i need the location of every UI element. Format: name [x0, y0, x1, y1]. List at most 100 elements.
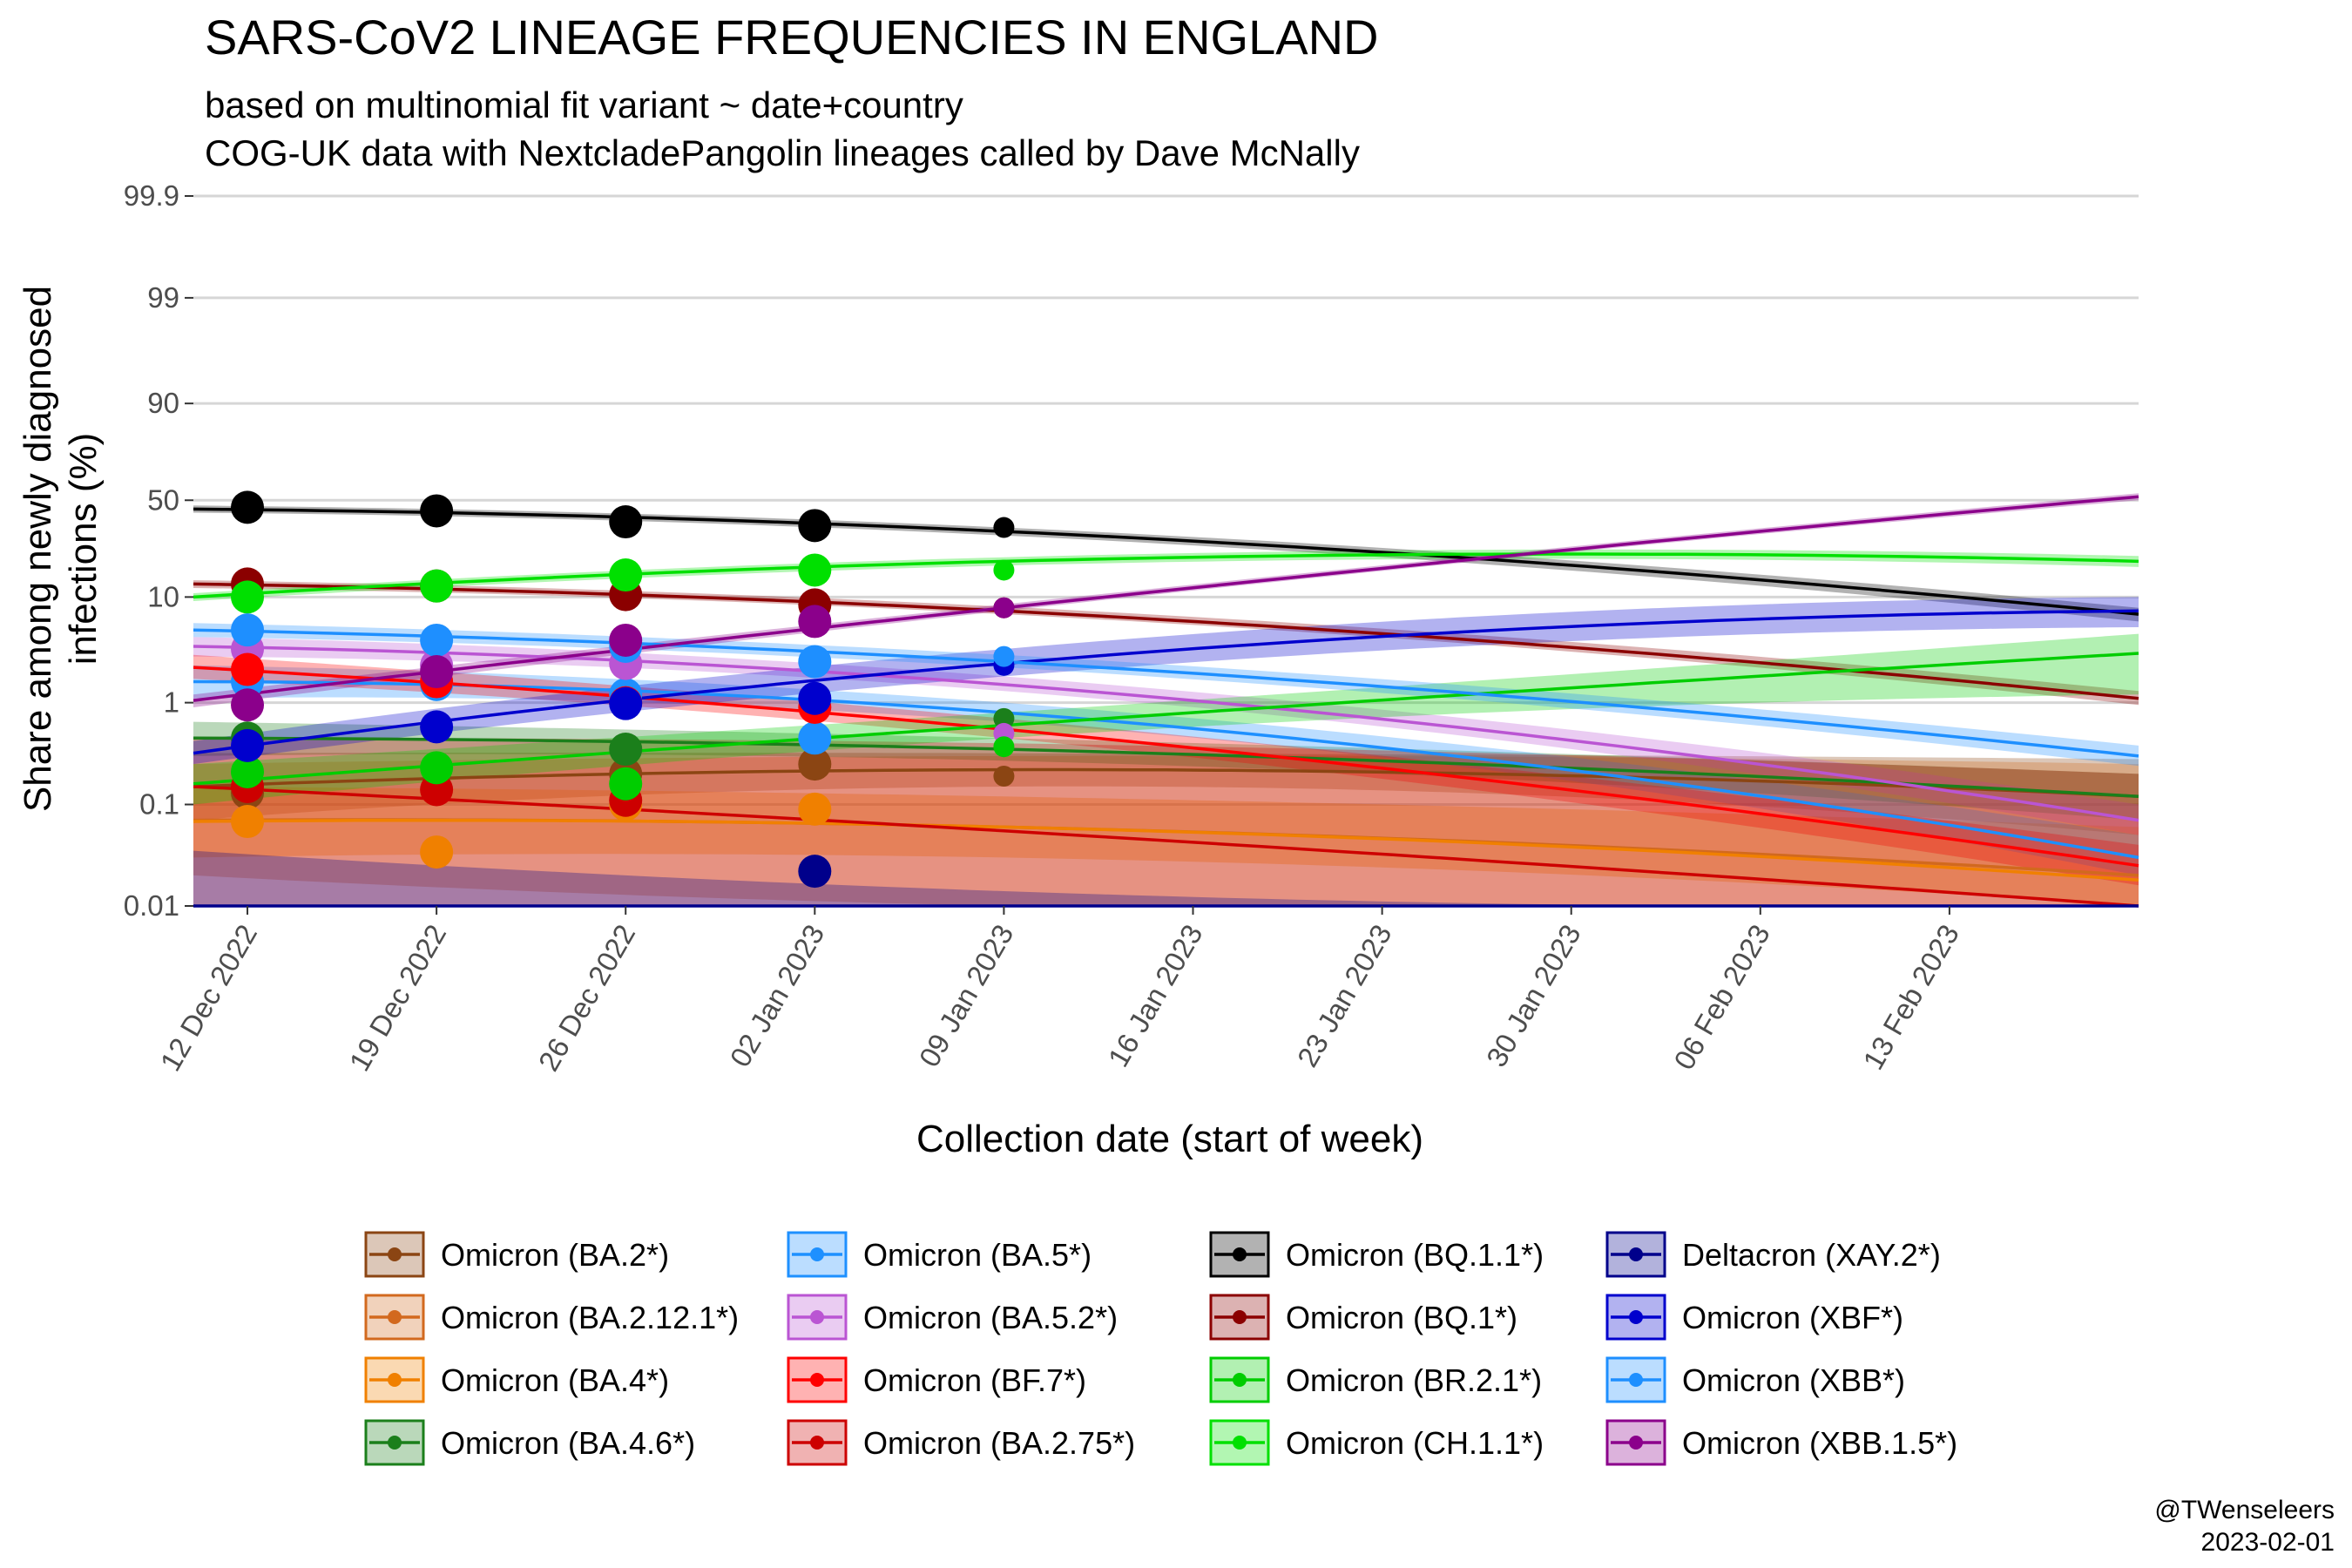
point-deltacron-xay-2-0 [798, 855, 832, 889]
legend-item-omicron-ba-2-75: Omicron (BA.2.75*) [787, 1419, 1135, 1466]
legend-label-omicron-xbb-1-5: Omicron (XBB.1.5*) [1682, 1425, 1957, 1461]
legend-label-omicron-bq-1: Omicron (BQ.1*) [1286, 1300, 1517, 1335]
band-omicron-ba-4 [193, 787, 2139, 906]
point-omicron-ba-4-3 [798, 792, 832, 826]
legend-label-omicron-bq-1-1: Omicron (BQ.1.1*) [1286, 1237, 1544, 1273]
y-axis-title-line-1: Share among newly diagnosed [17, 286, 59, 812]
legend-item-omicron-ba-2-12-1: Omicron (BA.2.12.1*) [364, 1294, 739, 1341]
fit-line-omicron-ba-2 [193, 767, 2139, 799]
y-tick-label-0: 0.01 [124, 889, 179, 922]
y-tick-label-5: 90 [147, 387, 179, 419]
band-omicron-ba-5-2 [193, 637, 2139, 835]
point-omicron-bq-1-1-2 [609, 505, 643, 539]
point-omicron-xbb-3 [798, 645, 832, 679]
point-omicron-ch-1-1-4 [993, 559, 1015, 581]
legend-label-omicron-ba-2: Omicron (BA.2*) [441, 1237, 669, 1273]
legend-item-omicron-br-2-1: Omicron (BR.2.1*) [1209, 1356, 1542, 1403]
band-deltacron-xay-2 [193, 850, 2139, 906]
point-omicron-br-2-1-0 [231, 754, 265, 788]
data-points [231, 490, 1015, 889]
x-tick-label-1: 19 Dec 2022 [343, 919, 453, 1077]
legend-label-omicron-ba-4: Omicron (BA.4*) [441, 1362, 669, 1398]
point-omicron-ba-4-0 [231, 805, 265, 839]
fit-line-omicron-bf-7 [193, 666, 2139, 868]
legend-label-omicron-br-2-1: Omicron (BR.2.1*) [1286, 1362, 1542, 1398]
point-omicron-xbb-1 [420, 623, 454, 657]
caption-date: 2023-02-01 [2201, 1528, 2335, 1557]
legend-key-dot-omicron-xbf [1629, 1310, 1643, 1324]
band-omicron-ba-5 [193, 665, 2139, 875]
fit-line-omicron-xbb-1-5 [193, 495, 2139, 702]
point-omicron-ba-4-6-2 [993, 707, 1015, 729]
y-axis-title-line-2: infections (%) [62, 433, 105, 666]
legend-item-omicron-ba-2: Omicron (BA.2*) [364, 1231, 669, 1278]
point-omicron-bq-1-1-0 [231, 490, 265, 524]
point-omicron-xbf-2 [609, 686, 643, 720]
legend-key-dot-omicron-ba-2-12-1 [388, 1310, 402, 1324]
point-omicron-xbb-1-5-4 [993, 597, 1015, 618]
legend-item-omicron-bf-7: Omicron (BF.7*) [787, 1356, 1086, 1403]
legend-label-omicron-xbb: Omicron (XBB*) [1682, 1362, 1905, 1398]
legend-label-omicron-bf-7: Omicron (BF.7*) [863, 1362, 1086, 1398]
x-tick-label-3: 02 Jan 2023 [724, 919, 831, 1072]
legend-item-omicron-xbb-1-5: Omicron (XBB.1.5*) [1605, 1419, 1957, 1466]
point-omicron-xbf-1 [420, 710, 454, 744]
legend-item-omicron-ba-4-6: Omicron (BA.4.6*) [364, 1419, 695, 1466]
legend-key-dot-omicron-br-2-1 [1233, 1373, 1247, 1387]
chart-subtitle-line-1: based on multinomial fit variant ~ date+… [205, 84, 963, 125]
point-omicron-br-2-1-1 [420, 751, 454, 785]
point-omicron-bq-1-1-1 [420, 494, 454, 528]
x-tick-label-2: 26 Dec 2022 [532, 919, 642, 1077]
legend-key-dot-omicron-bq-1-1 [1233, 1247, 1247, 1261]
x-tick-label-0: 12 Dec 2022 [153, 919, 263, 1077]
fit-line-omicron-ba-5-2 [193, 645, 2139, 822]
x-axis-ticks: 12 Dec 2022 19 Dec 2022 26 Dec 2022 02 Jan … [153, 906, 1965, 1077]
fit-line-omicron-br-2-1 [193, 652, 2139, 786]
legend-key-dot-omicron-xbb [1629, 1373, 1643, 1387]
point-omicron-bq-1-1-4 [993, 517, 1015, 538]
point-omicron-ba-2-3 [993, 766, 1015, 787]
fit-line-omicron-ba-4 [193, 818, 2139, 882]
point-omicron-ba-2-2 [798, 747, 832, 781]
point-omicron-ch-1-1-3 [798, 553, 832, 587]
chart-subtitle-line-2: COG-UK data with NextcladePangolin linea… [205, 132, 1360, 173]
legend-key-dot-omicron-ch-1-1 [1233, 1436, 1247, 1450]
point-omicron-xbf-3 [798, 681, 832, 715]
legend-label-omicron-ba-2-75: Omicron (BA.2.75*) [863, 1425, 1135, 1461]
fit-line-omicron-bq-1-1 [193, 507, 2139, 616]
legend-key-dot-omicron-ba-2 [388, 1247, 402, 1261]
legend-item-omicron-ba-4: Omicron (BA.4*) [364, 1356, 669, 1403]
point-omicron-xbf-0 [231, 728, 265, 762]
legend-key-dot-omicron-ba-2-75 [810, 1436, 824, 1450]
x-tick-label-4: 09 Jan 2023 [913, 919, 1020, 1072]
band-omicron-ba-4-6 [193, 721, 2139, 821]
y-tick-label-6: 99 [147, 281, 179, 314]
fit-line-omicron-xbb [193, 628, 2139, 758]
legend-key-dot-omicron-ba-5-2 [810, 1310, 824, 1324]
x-tick-label-8: 06 Feb 2023 [1667, 919, 1776, 1075]
point-omicron-bf-7-0 [231, 652, 265, 686]
legend-label-omicron-ba-5: Omicron (BA.5*) [863, 1237, 1092, 1273]
legend-key-dot-omicron-xbb-1-5 [1629, 1436, 1643, 1450]
legend-key-dot-omicron-bf-7 [810, 1373, 824, 1387]
legend-item-omicron-ch-1-1: Omicron (CH.1.1*) [1209, 1419, 1544, 1466]
legend-label-omicron-ba-5-2: Omicron (BA.5.2*) [863, 1300, 1118, 1335]
y-tick-label-4: 50 [147, 483, 179, 516]
x-axis-title: Collection date (start of week) [916, 1118, 1423, 1160]
point-omicron-ch-1-1-0 [231, 580, 265, 614]
legend-item-omicron-bq-1-1: Omicron (BQ.1.1*) [1209, 1231, 1544, 1278]
legend-label-deltacron-xay-2: Deltacron (XAY.2*) [1682, 1237, 1941, 1273]
point-omicron-ba-4-6-1 [609, 733, 643, 767]
legend-key-dot-omicron-ba-5 [810, 1247, 824, 1261]
point-omicron-br-2-1-3 [993, 736, 1015, 758]
point-omicron-ba-5-3 [798, 721, 832, 755]
chart-title: SARS-CoV2 LINEAGE FREQUENCIES IN ENGLAND [205, 10, 1378, 64]
y-tick-label-2: 1 [164, 686, 179, 719]
legend-label-omicron-ba-2-12-1: Omicron (BA.2.12.1*) [441, 1300, 739, 1335]
point-omicron-ba-4-1 [420, 835, 454, 869]
y-tick-label-1: 0.1 [139, 788, 179, 821]
point-omicron-xbb-1-5-1 [420, 655, 454, 689]
point-omicron-ch-1-1-1 [420, 569, 454, 603]
band-omicron-br-2-1 [193, 633, 2139, 805]
